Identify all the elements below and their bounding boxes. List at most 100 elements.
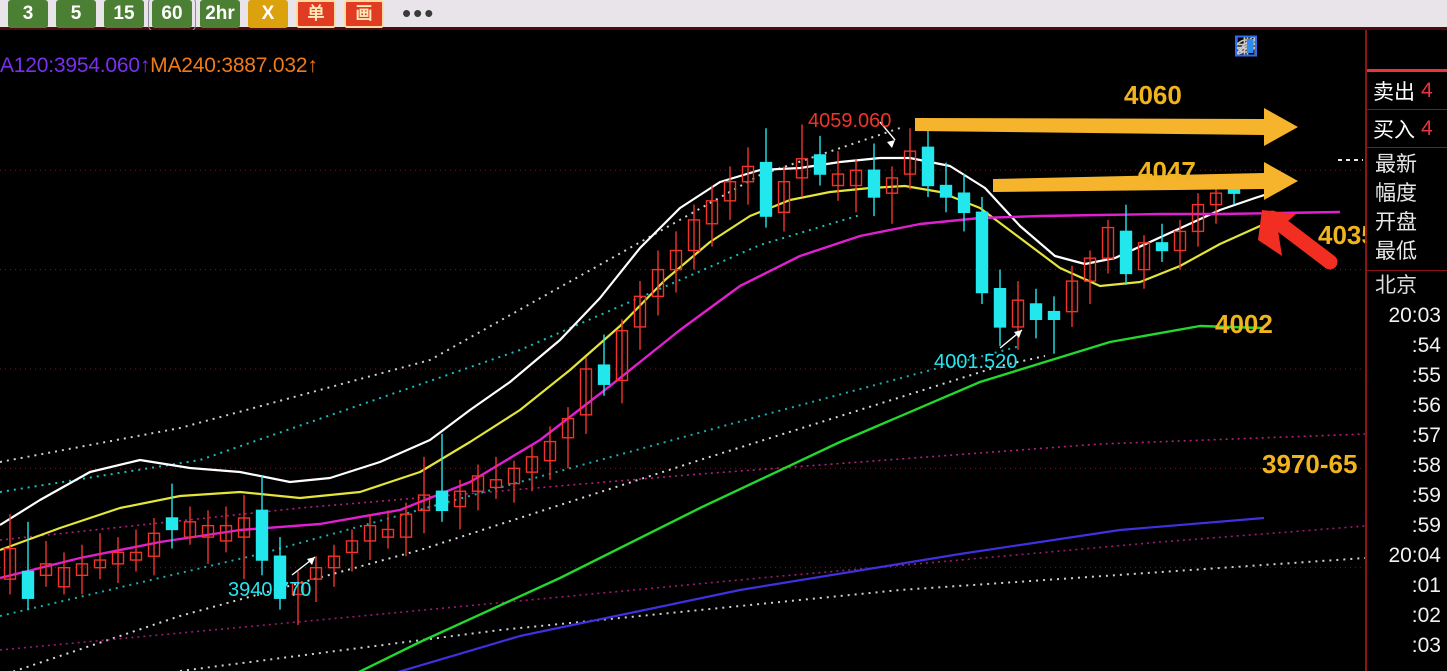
candle-28 <box>507 460 521 503</box>
candle-32 <box>579 357 593 434</box>
candle-29 <box>525 445 539 492</box>
sell-value: 4 <box>1421 78 1433 102</box>
quote-panel-header <box>1367 30 1447 72</box>
annotation-4059060: 4059.060 <box>808 110 892 132</box>
candle-56 <box>1011 281 1025 350</box>
buy-label: 买入 <box>1373 118 1415 142</box>
candle-13 <box>237 495 251 580</box>
candle-16 <box>291 571 305 625</box>
candle-58 <box>1047 296 1061 354</box>
timeframe-5min[interactable]: 5 <box>56 0 96 28</box>
candle-42 <box>759 128 773 228</box>
candle-52 <box>939 162 953 213</box>
annotation-4047: 4047 <box>1138 156 1196 186</box>
candle-49 <box>885 166 899 224</box>
ma240-readout: MA240:3887.032↑ <box>150 54 318 77</box>
candle-14 <box>255 475 269 576</box>
candle-4 <box>75 544 89 595</box>
leader-4059-head <box>887 140 895 148</box>
channel-white-bottom <box>179 557 1365 671</box>
candle-7 <box>129 529 143 572</box>
ma-readout-row: A120:3954.060↑MA240:3887.032↑ <box>0 54 318 78</box>
candle-54 <box>975 197 989 304</box>
timezone-city-label: 北京 <box>1375 274 1417 297</box>
candle-35 <box>633 281 647 350</box>
annotation-4002: 4002 <box>1215 309 1273 339</box>
annotation-3940770: 3940.770 <box>228 579 312 601</box>
quote-row-buy[interactable]: 买入 4 <box>1367 110 1447 148</box>
overflow-menu-icon[interactable]: ••• <box>402 0 436 29</box>
candle-1 <box>21 521 35 610</box>
candle-45 <box>813 135 827 186</box>
close-tool[interactable]: X <box>248 0 288 28</box>
timeframe-15min[interactable]: 15 <box>104 0 144 28</box>
candle-2 <box>39 540 53 587</box>
candlestick-series <box>3 124 1241 625</box>
candle-62 <box>1119 204 1133 285</box>
channel-white-lower <box>11 355 1046 671</box>
candle-27 <box>489 456 503 499</box>
time-tick-5: :58 <box>1411 454 1441 477</box>
draw-tool[interactable]: 画 <box>344 0 384 28</box>
time-tick-10: :02 <box>1411 604 1441 627</box>
buy-value: 4 <box>1421 116 1433 140</box>
candle-61 <box>1101 219 1115 274</box>
candle-64 <box>1155 223 1169 262</box>
candle-43 <box>777 166 791 232</box>
time-tick-4: :57 <box>1411 424 1441 447</box>
candle-40 <box>723 166 737 220</box>
leader-4059 <box>879 121 896 141</box>
sell-label: 卖出 <box>1373 80 1415 104</box>
timeframe-2hr[interactable]: 2hr <box>200 0 240 28</box>
annotation-4001520: 4001.520 <box>934 351 1018 373</box>
quote-row-sell[interactable]: 卖出 4 <box>1367 72 1447 110</box>
candle-12 <box>219 506 233 553</box>
candle-17 <box>309 556 323 603</box>
chart-tool-icons <box>1234 34 1365 62</box>
candle-21 <box>381 510 395 549</box>
annotation-arrows <box>915 108 1338 270</box>
price-chart[interactable]: A120:3954.060↑MA240:3887.032↑ 4059.060 40… <box>0 30 1365 671</box>
annotation-3970-65: 3970-65 <box>1262 449 1358 479</box>
candle-33 <box>597 334 611 396</box>
quote-panel: 卖出 4 买入 4 最新 幅度 开盘 最低 北京 20:03:54:55:56:57:5… <box>1365 30 1447 671</box>
channel-magenta-lower <box>0 525 1365 651</box>
ma-yellow <box>0 184 1291 552</box>
time-tick-3: :56 <box>1411 394 1441 417</box>
leader-4001-head <box>1014 330 1022 338</box>
timeframe-60min[interactable]: 60 <box>148 0 196 32</box>
candle-18 <box>327 544 341 587</box>
candle-3 <box>57 552 71 595</box>
ma120-readout: A120:3954.060↑ <box>0 54 151 77</box>
candle-66 <box>1191 193 1205 247</box>
single-order-tool[interactable]: 单 <box>296 0 336 28</box>
time-tick-6: :59 <box>1411 484 1441 507</box>
candle-11 <box>201 510 215 564</box>
quote-field-2: 开盘 <box>1375 211 1417 234</box>
resistance-arrow-4060 <box>915 108 1298 146</box>
timeframe-3min[interactable]: 3 <box>8 0 48 28</box>
candle-51 <box>921 124 935 197</box>
resistance-arrow-4047 <box>993 162 1298 200</box>
candle-30 <box>543 426 557 480</box>
trend-channels <box>0 127 1365 671</box>
time-ticker-list: 北京 20:03:54:55:56:57:58:59:59 20:04:01:02:… <box>1367 271 1447 661</box>
candle-26 <box>471 464 485 511</box>
time-tick-9: :01 <box>1411 574 1441 597</box>
candle-50 <box>903 128 917 190</box>
hand-drawn-red-arrow <box>1258 210 1338 270</box>
ma-white <box>0 156 1281 526</box>
ma-green <box>358 324 1263 671</box>
candle-37 <box>669 231 683 293</box>
candle-48 <box>867 143 881 217</box>
channel-magenta-flat <box>0 433 1365 541</box>
time-tick-11: :03 <box>1411 634 1441 657</box>
candle-0 <box>3 514 17 595</box>
panel-icon[interactable] <box>1235 35 1361 60</box>
candle-47 <box>849 158 863 213</box>
grid-icon[interactable] <box>1235 35 1328 60</box>
annotation-4060: 4060 <box>1124 80 1182 110</box>
toolbar-button-group: 3 5 15 60 2hr X 单画 <box>0 0 384 32</box>
pencil-icon[interactable] <box>1236 36 1295 60</box>
